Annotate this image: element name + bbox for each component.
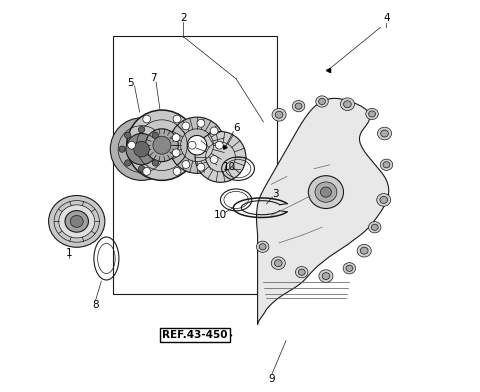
Ellipse shape <box>322 272 330 279</box>
Ellipse shape <box>145 129 178 162</box>
Ellipse shape <box>172 149 180 157</box>
Ellipse shape <box>383 162 390 168</box>
Ellipse shape <box>319 98 325 105</box>
Ellipse shape <box>188 141 196 149</box>
Ellipse shape <box>59 205 95 238</box>
Bar <box>113 36 277 294</box>
Text: 5: 5 <box>127 78 134 88</box>
Ellipse shape <box>377 127 392 140</box>
Ellipse shape <box>138 165 144 172</box>
Ellipse shape <box>380 159 393 171</box>
Ellipse shape <box>182 122 190 130</box>
Ellipse shape <box>295 103 302 109</box>
Text: 2: 2 <box>180 13 187 23</box>
Ellipse shape <box>275 260 282 267</box>
Ellipse shape <box>182 161 190 169</box>
Ellipse shape <box>152 160 158 166</box>
Ellipse shape <box>360 247 368 254</box>
Text: 6: 6 <box>233 123 240 132</box>
Ellipse shape <box>346 265 353 271</box>
Ellipse shape <box>110 118 173 180</box>
Text: 10: 10 <box>223 162 236 172</box>
Ellipse shape <box>308 176 344 209</box>
Ellipse shape <box>172 134 180 142</box>
Ellipse shape <box>272 109 286 121</box>
Ellipse shape <box>316 96 328 107</box>
Ellipse shape <box>292 100 305 112</box>
Ellipse shape <box>65 211 88 232</box>
Ellipse shape <box>173 167 181 175</box>
Ellipse shape <box>372 224 378 230</box>
Ellipse shape <box>197 120 205 127</box>
Ellipse shape <box>256 241 269 252</box>
Ellipse shape <box>271 257 285 270</box>
Ellipse shape <box>173 115 181 123</box>
Ellipse shape <box>369 111 375 117</box>
Text: 10: 10 <box>214 210 227 220</box>
Ellipse shape <box>127 110 197 180</box>
Ellipse shape <box>275 111 283 118</box>
Ellipse shape <box>153 136 171 154</box>
Ellipse shape <box>143 115 151 123</box>
Text: 3: 3 <box>272 189 278 199</box>
Ellipse shape <box>366 108 378 120</box>
Ellipse shape <box>319 270 333 282</box>
Ellipse shape <box>210 127 218 135</box>
Text: 8: 8 <box>92 300 99 310</box>
Text: 9: 9 <box>269 374 276 384</box>
Ellipse shape <box>70 216 83 227</box>
Ellipse shape <box>380 196 388 203</box>
Ellipse shape <box>315 182 337 202</box>
Text: REF.43-450: REF.43-450 <box>162 330 228 339</box>
Ellipse shape <box>125 132 131 138</box>
Ellipse shape <box>369 221 381 233</box>
Ellipse shape <box>169 117 225 173</box>
Ellipse shape <box>128 141 135 149</box>
Ellipse shape <box>344 101 351 108</box>
Ellipse shape <box>381 130 388 137</box>
Ellipse shape <box>298 269 305 275</box>
Ellipse shape <box>210 156 218 163</box>
Polygon shape <box>256 98 389 325</box>
Ellipse shape <box>340 98 354 111</box>
Ellipse shape <box>197 163 205 171</box>
Ellipse shape <box>187 136 207 155</box>
Ellipse shape <box>158 146 164 152</box>
Text: 4: 4 <box>383 13 390 23</box>
Text: 7: 7 <box>150 73 156 83</box>
Ellipse shape <box>377 194 391 206</box>
Ellipse shape <box>321 187 331 197</box>
Ellipse shape <box>143 167 151 175</box>
Ellipse shape <box>296 267 308 278</box>
Ellipse shape <box>152 132 158 138</box>
Ellipse shape <box>125 160 131 166</box>
Ellipse shape <box>138 127 144 133</box>
Ellipse shape <box>216 141 223 149</box>
Ellipse shape <box>343 263 356 274</box>
Ellipse shape <box>357 244 371 257</box>
Ellipse shape <box>126 134 157 165</box>
Ellipse shape <box>48 196 105 247</box>
Ellipse shape <box>195 132 246 182</box>
Text: 1: 1 <box>66 248 72 258</box>
Ellipse shape <box>134 141 149 157</box>
Ellipse shape <box>119 146 125 152</box>
Ellipse shape <box>259 244 266 250</box>
